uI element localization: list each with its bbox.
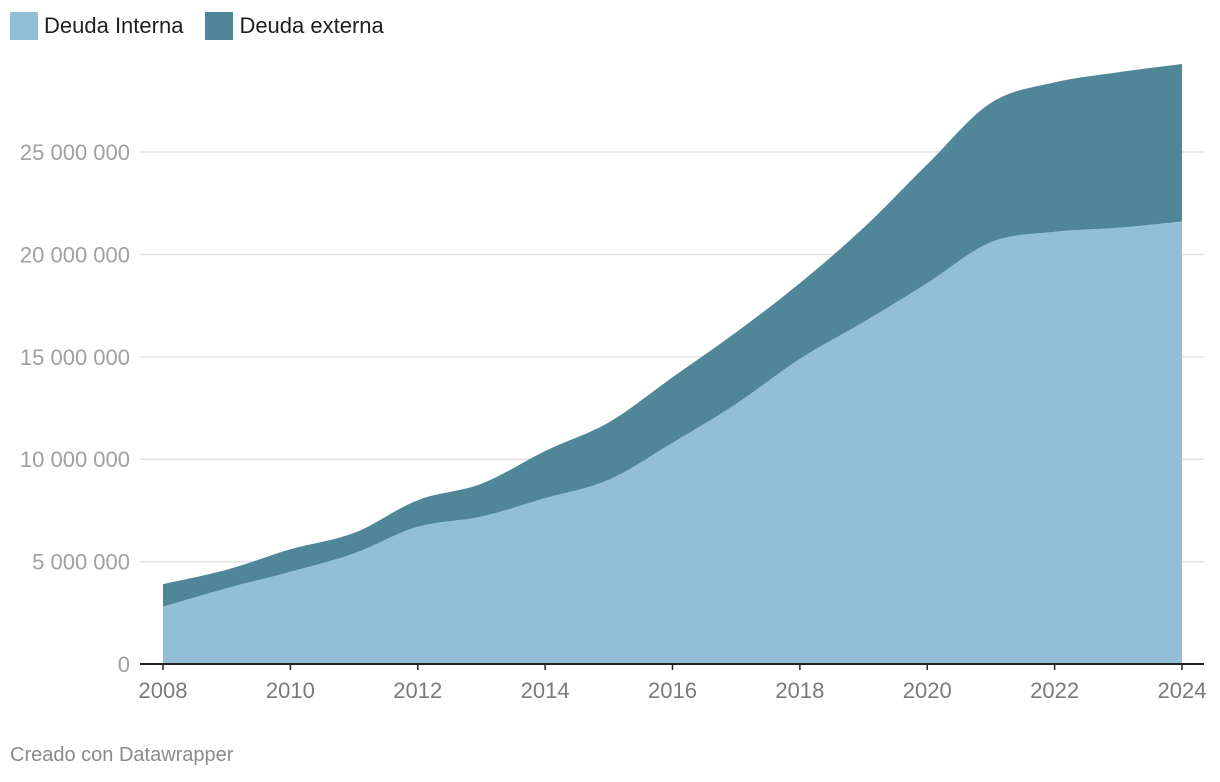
x-tick-label: 2020 (903, 678, 952, 703)
y-tick-label: 5 000 000 (32, 550, 130, 575)
y-tick-label: 20 000 000 (20, 242, 130, 267)
area-deuda-externa (163, 64, 1182, 607)
y-tick-label: 0 (118, 652, 130, 677)
stacked-areas (163, 64, 1182, 664)
x-tick-label: 2010 (266, 678, 315, 703)
y-tick-label: 15 000 000 (20, 345, 130, 370)
x-axis: 2008 2010 2012 2014 2016 2018 2020 2022 2024 (139, 663, 1207, 703)
y-axis: 0 5 000 000 10 000 000 15 000 000 20 000 000… (20, 140, 130, 677)
legend-item-deuda-externa: Deuda externa (205, 12, 384, 40)
y-tick-label: 10 000 000 (20, 447, 130, 472)
x-tick-label: 2018 (775, 678, 824, 703)
legend-item-deuda-interna: Deuda Interna (10, 12, 183, 40)
legend-swatch-deuda-externa (205, 12, 234, 40)
credit-text: Creado con Datawrapper (10, 744, 234, 766)
y-tick-label: 25 000 000 (20, 140, 130, 165)
x-tick-label: 2012 (393, 678, 442, 703)
area-deuda-interna (163, 221, 1182, 664)
legend-label-deuda-externa: Deuda externa (239, 13, 384, 38)
x-tick-label: 2024 (1158, 678, 1207, 703)
x-tick-label: 2008 (139, 678, 188, 703)
chart-legend: Deuda Interna Deuda externa (10, 12, 406, 40)
x-tick-label: 2016 (648, 678, 697, 703)
x-tick-label: 2022 (1030, 678, 1079, 703)
legend-swatch-deuda-interna (10, 12, 38, 40)
x-tick-label: 2014 (521, 678, 570, 703)
legend-label-deuda-interna: Deuda Interna (44, 13, 184, 38)
